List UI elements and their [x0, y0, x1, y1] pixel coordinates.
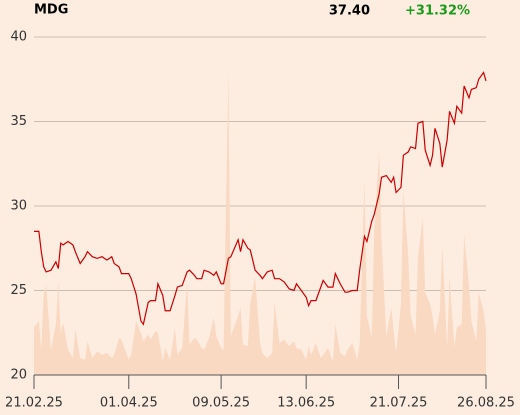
y-tick-label: 40 [10, 30, 27, 45]
y-tick-label: 35 [10, 114, 27, 129]
x-tick-label: 21.07.25 [370, 396, 428, 411]
x-tick-label: 26.08.25 [457, 396, 515, 411]
y-tick-label: 25 [10, 283, 27, 298]
volume-area [34, 70, 486, 376]
x-tick-label: 09.05.25 [192, 396, 250, 411]
x-tick-label: 21.02.25 [5, 396, 63, 411]
price: 37.40 [329, 4, 370, 19]
price-line [34, 71, 487, 326]
x-tick-label: 13.06.25 [277, 396, 335, 411]
change: +31.32% [405, 4, 470, 19]
y-tick-label: 30 [10, 199, 27, 214]
ticker: MDG [34, 3, 68, 18]
x-tick-label: 01.04.25 [100, 396, 158, 411]
y-tick-label: 20 [10, 368, 27, 383]
